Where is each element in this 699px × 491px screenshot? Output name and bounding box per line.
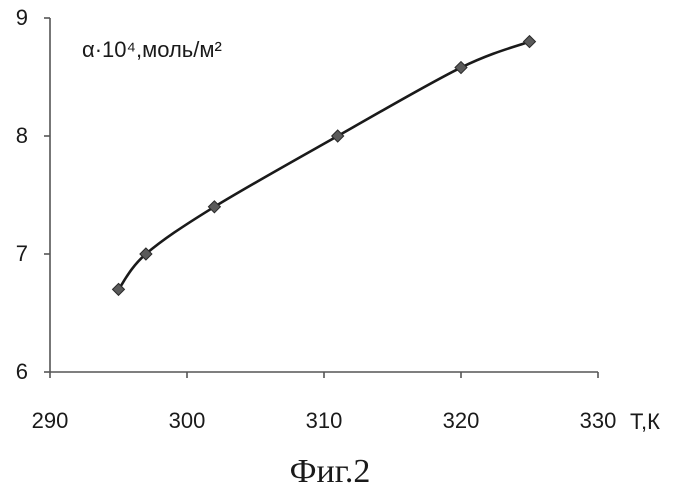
x-tick-label: 330 — [580, 408, 617, 433]
data-point-marker — [332, 130, 344, 142]
axes — [44, 18, 598, 378]
series-line — [119, 42, 530, 290]
data-series — [113, 36, 536, 296]
data-point-marker — [208, 201, 220, 213]
x-tick-label: 290 — [32, 408, 69, 433]
data-point-marker — [524, 36, 536, 48]
x-tick-label: 320 — [443, 408, 480, 433]
y-tick-label: 8 — [16, 123, 28, 148]
y-axis-title: α·10⁴,моль/м² — [82, 37, 222, 62]
figure-caption: Фиг.2 — [290, 453, 371, 490]
x-axis-title: Т,К — [630, 409, 660, 434]
data-point-marker — [455, 62, 467, 74]
y-tick-label: 7 — [16, 241, 28, 266]
y-tick-label: 9 — [16, 5, 28, 30]
x-tick-label: 300 — [169, 408, 206, 433]
y-tick-label: 6 — [16, 359, 28, 384]
x-tick-label: 310 — [306, 408, 343, 433]
tick-labels: 6 7 8 9 290 300 310 320 330 — [16, 5, 617, 433]
